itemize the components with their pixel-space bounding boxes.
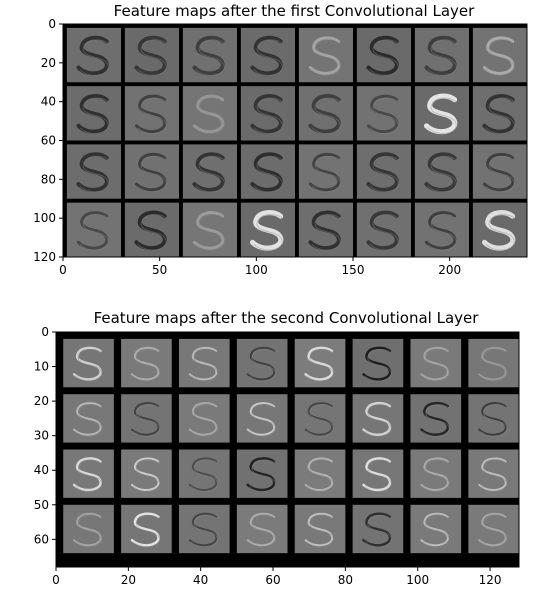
y-tick-label: 20 xyxy=(41,56,56,70)
feature-map-tile xyxy=(240,202,295,257)
feature-map-tile xyxy=(468,338,519,388)
x-tick-label: 100 xyxy=(245,263,268,277)
feature-map-tile xyxy=(121,394,172,443)
feature-map-tile xyxy=(414,27,469,83)
feature-map-tile xyxy=(182,27,237,83)
x-tick-label: 80 xyxy=(338,573,353,587)
feature-map-tile xyxy=(298,86,353,141)
feature-map-tile xyxy=(294,338,346,388)
x-tick-label: 20 xyxy=(121,573,136,587)
y-tick-label: 0 xyxy=(48,17,56,31)
feature-map-tile xyxy=(410,449,462,498)
axes-first-conv: 0 50 100 150 200 0 20 40 60 80 100 120 xyxy=(33,17,528,277)
feature-map-tile xyxy=(182,144,237,199)
feature-map-tile xyxy=(63,504,114,554)
feature-map-tile xyxy=(182,86,237,141)
y-tick-label: 60 xyxy=(41,134,56,148)
feature-map-tile xyxy=(410,338,462,388)
y-tick-label: 20 xyxy=(34,394,49,408)
feature-map-tile xyxy=(356,144,411,199)
feature-map-tile xyxy=(66,86,121,141)
feature-map-tile xyxy=(240,27,295,83)
feature-map-tile xyxy=(356,86,411,141)
feature-map-tile xyxy=(182,202,237,257)
feature-map-tile xyxy=(240,86,295,141)
feature-map-tile xyxy=(124,144,179,199)
y-tick-label: 30 xyxy=(34,429,49,443)
feature-map-tile xyxy=(121,449,172,498)
feature-map-tile xyxy=(66,27,121,83)
feature-map-tile xyxy=(356,27,411,83)
feature-map-tile xyxy=(63,394,114,443)
feature-map-tile xyxy=(414,86,469,141)
title-first-conv: Feature maps after the first Convolution… xyxy=(114,2,475,20)
y-tick-label: 100 xyxy=(33,211,56,225)
feature-map-tile xyxy=(472,27,527,83)
axes-frame xyxy=(55,331,520,568)
feature-map-tile xyxy=(124,86,179,141)
feature-map-tile xyxy=(352,504,404,554)
y-tick-label: 50 xyxy=(34,498,49,512)
feature-map-tile xyxy=(352,338,404,388)
y-tick-label: 120 xyxy=(33,250,56,264)
feature-map-tile xyxy=(240,144,295,199)
y-tick-label: 0 xyxy=(41,325,49,339)
feature-map-tile xyxy=(124,202,179,257)
y-tick-label: 10 xyxy=(34,360,49,374)
feature-map-tile xyxy=(121,504,172,554)
feature-map-tile xyxy=(66,202,121,257)
panel-first-conv: Feature maps after the first Convolution… xyxy=(33,2,528,277)
y-tick-label: 40 xyxy=(41,95,56,109)
y-tick-label: 80 xyxy=(41,172,56,186)
feature-map-tile xyxy=(124,27,179,83)
y-tick-label: 40 xyxy=(34,463,49,477)
feature-map-tile xyxy=(472,202,527,257)
feature-map-tile xyxy=(468,394,519,443)
feature-map-tile xyxy=(356,202,411,257)
feature-map-tile xyxy=(468,449,519,498)
feature-map-tile xyxy=(352,449,404,498)
y-tick-label: 60 xyxy=(34,532,49,546)
x-tick-label: 50 xyxy=(152,263,167,277)
feature-map-tile xyxy=(178,449,230,498)
feature-map-tile xyxy=(410,504,462,554)
feature-map-tile xyxy=(178,338,230,388)
axes-second-conv: 0 20 40 60 80 100 120 0 10 20 30 40 50 60 xyxy=(34,325,520,587)
feature-map-tile xyxy=(294,504,346,554)
feature-map-tile xyxy=(472,86,527,141)
feature-map-tile xyxy=(236,449,288,498)
x-tick-label: 120 xyxy=(479,573,502,587)
feature-map-tile xyxy=(298,27,353,83)
x-tick-label: 150 xyxy=(342,263,365,277)
feature-map-tile xyxy=(352,394,404,443)
x-tick-label: 100 xyxy=(406,573,429,587)
x-tick-label: 40 xyxy=(193,573,208,587)
title-second-conv: Feature maps after the second Convolutio… xyxy=(94,309,480,327)
feature-map-tile xyxy=(236,504,288,554)
feature-map-tile xyxy=(121,338,172,388)
feature-map-tile xyxy=(63,449,114,498)
feature-map-tile xyxy=(298,144,353,199)
feature-map-tile xyxy=(236,394,288,443)
x-tick-label: 60 xyxy=(265,573,280,587)
feature-map-tile xyxy=(298,202,353,257)
feature-map-tile xyxy=(414,202,469,257)
x-tick-label: 0 xyxy=(52,573,60,587)
feature-map-tile xyxy=(410,394,462,443)
feature-map-tile xyxy=(236,338,288,388)
panel-second-conv: Feature maps after the second Convolutio… xyxy=(34,309,520,587)
feature-map-tile xyxy=(468,504,519,554)
feature-map-tile xyxy=(472,144,527,199)
feature-map-tile xyxy=(66,144,121,199)
x-tick-label: 0 xyxy=(59,263,67,277)
feature-map-tile xyxy=(178,504,230,554)
feature-map-tile xyxy=(63,338,114,388)
feature-map-tile xyxy=(414,144,469,199)
feature-map-tile xyxy=(294,449,346,498)
x-tick-label: 200 xyxy=(438,263,461,277)
feature-map-tile xyxy=(178,394,230,443)
feature-map-tile xyxy=(294,394,346,443)
